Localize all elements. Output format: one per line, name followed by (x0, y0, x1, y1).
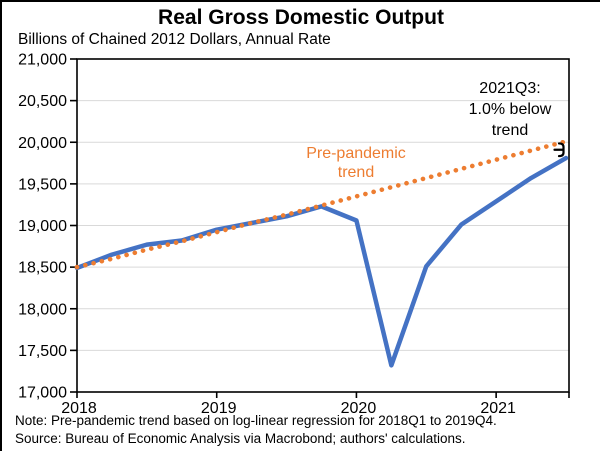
footnotes: Note: Pre-pandemic trend based on log-li… (15, 412, 497, 447)
pre-pandemic-trend-line (74, 139, 569, 270)
gap-bracket (553, 142, 565, 158)
x-axis-label: 2020 (341, 400, 377, 417)
gap-annotation-line2: 1.0% below (468, 101, 552, 118)
source-text: Source: Bureau of Economic Analysis via … (15, 430, 466, 446)
trend-annotation: Pre-pandemic trend (306, 144, 406, 182)
actual-output-line (74, 155, 569, 368)
chart-title: Real Gross Domestic Output (158, 6, 444, 29)
x-axis-label: 2018 (61, 400, 97, 417)
y-axis-label: 21,000 (18, 52, 67, 69)
x-axis-label: 2021 (480, 400, 516, 417)
y-axis-label: 18,500 (18, 260, 67, 277)
gap-annotation-line3: trend (491, 122, 529, 139)
gap-annotation-line1: 2021Q3: (479, 80, 541, 97)
y-axis-label: 20,500 (18, 93, 67, 110)
y-axis-label: 18,000 (18, 301, 67, 318)
note-text: Note: Pre-pandemic trend based on log-li… (15, 413, 497, 428)
y-axis-label: 17,500 (18, 343, 67, 360)
x-axis-label: 2019 (201, 400, 237, 417)
trend-annotation-line1: Pre-pandemic (306, 145, 406, 162)
trend-annotation-line2: trend (337, 164, 375, 181)
y-axis-label: 19,500 (18, 176, 67, 193)
gap-annotation: 2021Q3: 1.0% below trend (469, 78, 552, 141)
y-axis-label: 20,000 (18, 135, 67, 152)
chart-subtitle: Billions of Chained 2012 Dollars, Annual… (18, 31, 331, 48)
y-axis-label: 19,000 (18, 218, 67, 235)
y-axis-label: 17,000 (18, 385, 67, 402)
